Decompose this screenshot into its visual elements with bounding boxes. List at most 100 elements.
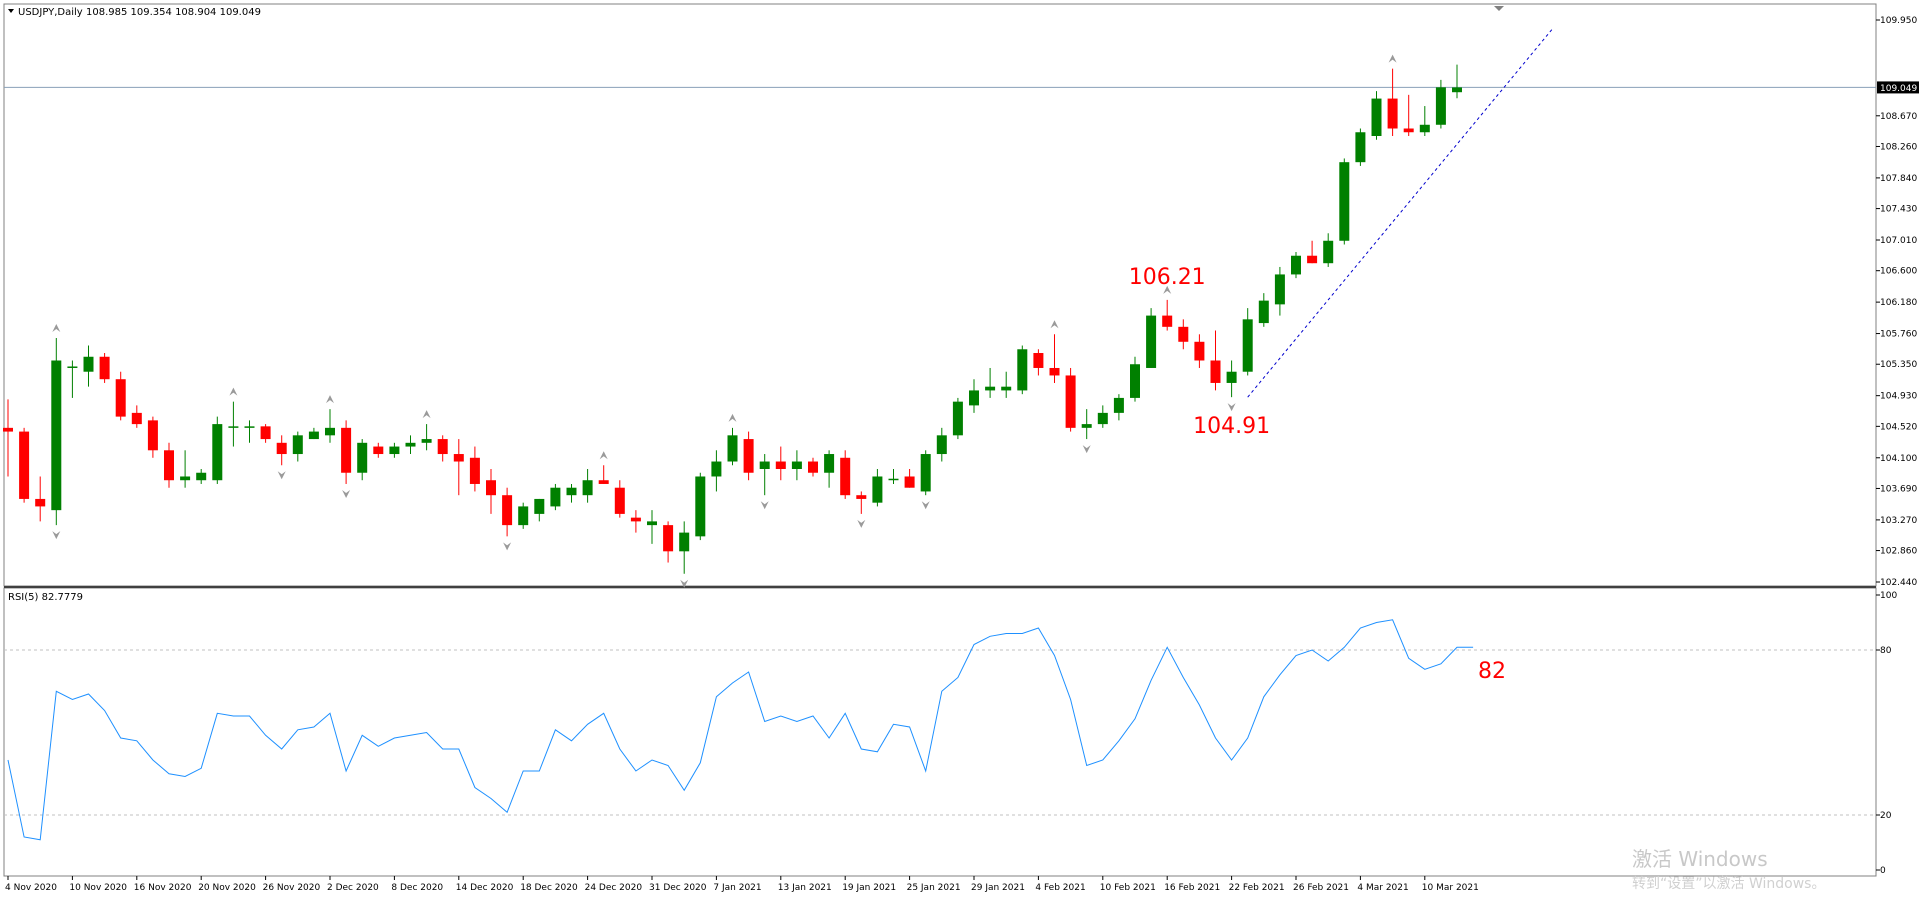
- price-annotation-label: 106.21: [1129, 265, 1206, 290]
- fractal-down-arrow: [857, 519, 866, 528]
- time-tick-label: 10 Mar 2021: [1422, 883, 1479, 893]
- time-tick-label: 14 Dec 2020: [456, 883, 514, 893]
- rsi-level-lines: [4, 649, 1876, 816]
- fractal-up-arrow: [1050, 320, 1059, 329]
- candle-body: [1001, 386, 1012, 391]
- candle-body: [19, 431, 30, 499]
- trendline[interactable]: [1247, 27, 1554, 398]
- candle-body: [3, 427, 13, 432]
- candle-body: [196, 472, 207, 481]
- candle-body: [840, 457, 851, 496]
- time-tick-label: 4 Feb 2021: [1035, 883, 1085, 893]
- candle-body: [212, 424, 223, 481]
- fractal-down-arrow: [277, 471, 286, 480]
- candle-body: [373, 446, 384, 455]
- fractal-markers: [52, 54, 1397, 588]
- fractal-down-arrow: [342, 489, 351, 498]
- rsi-annotation: 82: [1478, 659, 1506, 684]
- candle-body: [51, 360, 62, 511]
- time-tick-label: 20 Nov 2020: [198, 883, 256, 893]
- candle-body: [405, 442, 416, 447]
- ohlc-label: 108.985 109.354 108.904 109.049: [86, 7, 261, 18]
- candle-body: [308, 431, 319, 440]
- rsi-series: [7, 619, 1474, 841]
- candle-body: [147, 420, 158, 451]
- rsi-tick-label: 0: [1880, 866, 1886, 876]
- fractal-down-arrow: [921, 501, 930, 510]
- candle-body: [969, 390, 979, 406]
- candle-body: [1065, 375, 1076, 428]
- candle-body: [598, 480, 609, 484]
- activation-watermark-title: 激活 Windows: [1632, 847, 1768, 871]
- time-tick-label: 22 Feb 2021: [1229, 883, 1285, 893]
- candle-body: [1387, 98, 1398, 129]
- chart-shift-marker-icon[interactable]: [1494, 6, 1504, 11]
- candle-body: [1258, 300, 1269, 324]
- symbol-label: USDJPY,Daily: [18, 7, 83, 18]
- fractal-up-arrow: [599, 451, 608, 460]
- candle-body: [759, 461, 770, 470]
- price-axis: 109.950 108.670 108.260 107.840 107.430 107.0…: [1876, 16, 1919, 588]
- time-tick-label: 10 Feb 2021: [1100, 883, 1156, 893]
- candle-body: [1162, 315, 1173, 327]
- candle-body: [534, 498, 545, 514]
- candle-body: [260, 426, 271, 440]
- candle-body: [1355, 132, 1366, 163]
- current-price-label: 109.049: [1880, 84, 1917, 94]
- candle-body: [1419, 124, 1430, 133]
- candle-body: [856, 495, 867, 499]
- price-tick-label: 104.100: [1880, 454, 1917, 464]
- price-tick-label: 106.600: [1880, 267, 1917, 277]
- price-tick-label: 109.950: [1880, 16, 1917, 26]
- candle-body: [486, 480, 496, 496]
- time-tick-label: 16 Feb 2021: [1164, 883, 1220, 893]
- candle-body: [164, 450, 174, 481]
- time-tick-label: 25 Jan 2021: [907, 883, 961, 893]
- candle-body: [582, 480, 593, 496]
- candle-body: [389, 446, 400, 455]
- price-tick-label: 107.010: [1880, 236, 1917, 246]
- activation-watermark-subtitle: 转到“设置”以激活 Windows。: [1632, 875, 1825, 892]
- candle-body: [1081, 424, 1092, 428]
- candle-body: [228, 426, 239, 428]
- candle-body: [67, 366, 78, 368]
- candle-body: [35, 498, 46, 507]
- dropdown-triangle-icon[interactable]: [8, 9, 14, 13]
- candle-body: [83, 356, 94, 372]
- candle-body: [1017, 349, 1028, 391]
- time-tick-label: 13 Jan 2021: [778, 883, 832, 893]
- candle-body: [325, 427, 335, 436]
- time-tick-label: 24 Dec 2020: [585, 883, 643, 893]
- time-tick-label: 8 Dec 2020: [391, 883, 443, 893]
- candle-body: [1194, 341, 1205, 361]
- candle-body: [1146, 315, 1157, 368]
- main-price-panel: [3, 3, 1877, 587]
- candle-body: [808, 461, 818, 473]
- rsi-tick-label: 80: [1880, 646, 1892, 656]
- price-tick-label: 108.670: [1880, 112, 1917, 122]
- fractal-up-arrow: [52, 324, 61, 333]
- candle-body: [276, 442, 287, 455]
- candle-body: [1323, 240, 1334, 264]
- candle-body: [775, 461, 786, 470]
- time-tick-label: 26 Nov 2020: [263, 883, 321, 893]
- candle-body: [99, 356, 110, 380]
- candle-body: [679, 532, 690, 552]
- candle-body: [743, 439, 754, 473]
- time-tick-label: 31 Dec 2020: [649, 883, 707, 893]
- candle-body: [469, 457, 480, 484]
- price-tick-label: 103.690: [1880, 484, 1917, 494]
- candle-body: [550, 487, 561, 507]
- price-tick-label: 107.430: [1880, 205, 1917, 215]
- candlestick-series: [3, 64, 1462, 574]
- fractal-down-arrow: [1082, 445, 1091, 454]
- time-axis: 4 Nov 2020 10 Nov 2020 16 Nov 2020 20 Nov 2…: [5, 876, 1479, 893]
- fractal-up-arrow: [326, 395, 334, 404]
- fractal-down-arrow: [1227, 403, 1236, 412]
- fractal-up-arrow: [422, 410, 431, 419]
- candle-body: [791, 461, 802, 470]
- candle-body: [1049, 367, 1060, 376]
- candle-body: [1033, 353, 1044, 368]
- time-tick-label: 29 Jan 2021: [971, 883, 1025, 893]
